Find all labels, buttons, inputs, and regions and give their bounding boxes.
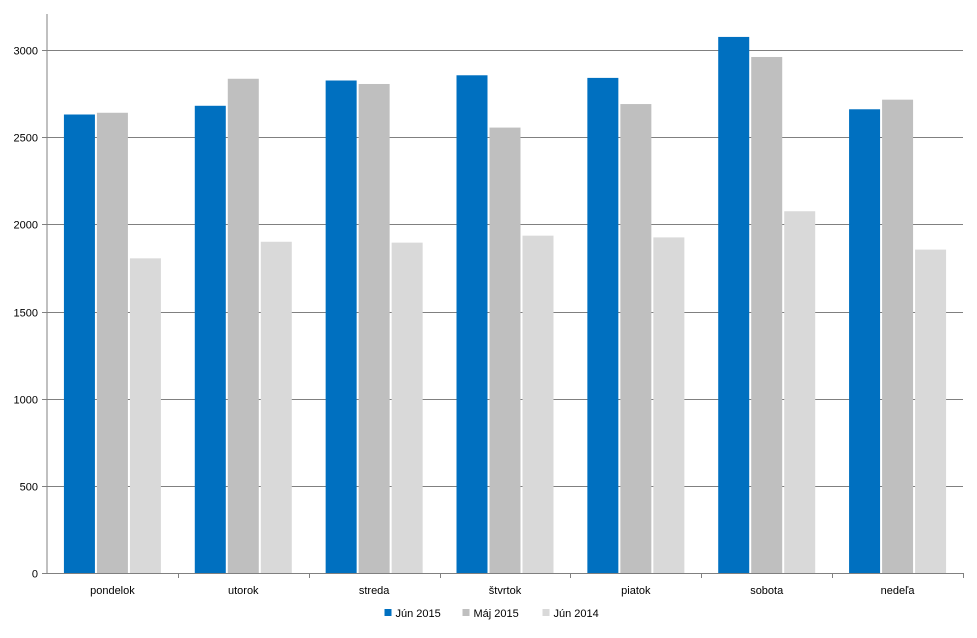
- x-category-label: nedeľa: [881, 585, 916, 597]
- x-category-label: sobota: [750, 585, 784, 597]
- bar-1-5: [587, 77, 619, 573]
- legend-label-2: Máj 2015: [474, 608, 519, 620]
- y-tick-label: 1000: [14, 395, 38, 407]
- bar-2-6: [751, 56, 783, 574]
- bar-3-5: [653, 237, 685, 574]
- x-category-label: pondelok: [90, 585, 135, 597]
- bar-1-2: [194, 105, 226, 573]
- legend-label-1: Jún 2015: [396, 608, 441, 620]
- y-tick-label: 2000: [14, 220, 38, 232]
- bar-3-4: [522, 235, 554, 574]
- bar-3-3: [391, 242, 423, 573]
- bar-3-6: [784, 211, 816, 573]
- bar-1-7: [849, 109, 881, 574]
- bar-1-4: [456, 75, 488, 574]
- bar-1-6: [718, 36, 750, 574]
- bar-2-4: [489, 127, 521, 573]
- x-category-label: streda: [359, 585, 390, 597]
- bar-3-7: [915, 249, 947, 573]
- bars: [63, 36, 947, 574]
- y-tick-label: 3000: [14, 46, 38, 58]
- legend-swatch-2: [462, 609, 470, 616]
- bar-1-1: [63, 114, 95, 574]
- y-tick-label: 500: [20, 482, 38, 494]
- legend-swatch-3: [542, 609, 550, 616]
- legend-swatch-1: [384, 609, 392, 616]
- y-tick-label: 1500: [14, 308, 38, 320]
- bar-2-1: [96, 112, 128, 573]
- bar-2-3: [358, 83, 390, 574]
- bar-1-3: [325, 80, 357, 573]
- x-category-label: piatok: [621, 585, 651, 597]
- legend: Jún 2015 Máj 2015 Jún 2014: [384, 608, 599, 620]
- y-tick-label: 0: [32, 569, 38, 581]
- bar-3-1: [129, 258, 161, 573]
- axes: 0 500 1000 1500 2000 2500 3000 pondelok utorok st…: [14, 14, 964, 597]
- x-category-label: utorok: [228, 585, 259, 597]
- bar-3-2: [260, 241, 292, 573]
- y-tick-label: 2500: [14, 133, 38, 145]
- legend-label-3: Jún 2014: [554, 608, 599, 620]
- bar-2-7: [882, 99, 914, 573]
- bar-2-5: [620, 104, 652, 573]
- bar-2-2: [227, 78, 259, 573]
- x-category-label: štvrtok: [489, 585, 522, 597]
